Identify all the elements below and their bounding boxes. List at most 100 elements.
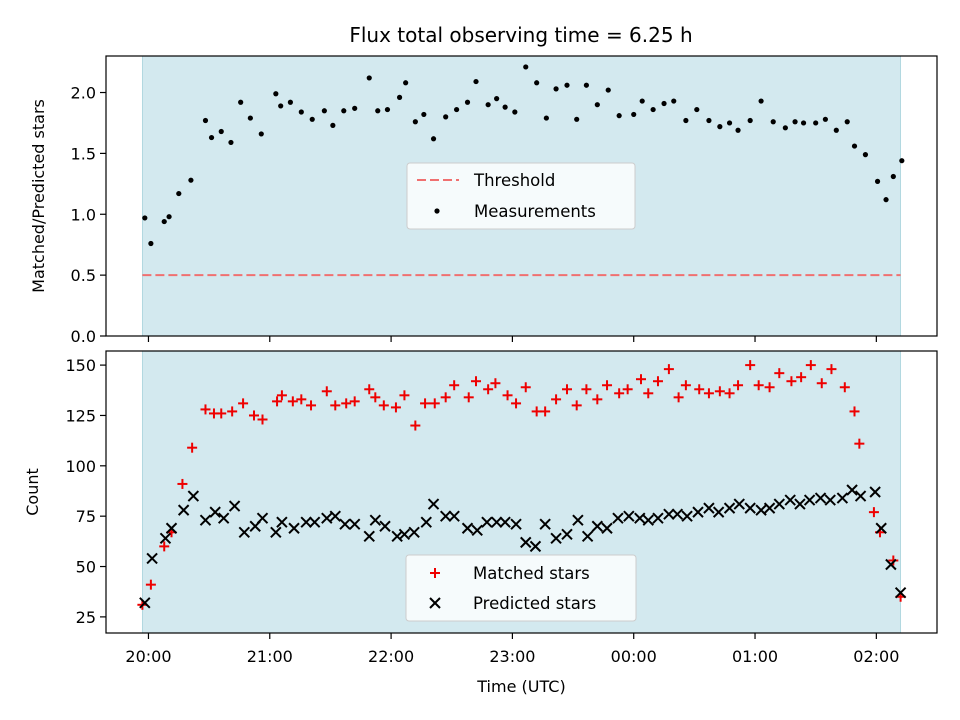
matched-star-point [471,376,482,387]
matched-star-point [287,396,298,407]
predicted-star-point [763,502,776,514]
predicted-star-point [369,514,382,526]
matched-star-point [390,402,401,413]
measurement-point [384,106,391,113]
bottom-y-tick-label: 150 [65,356,96,375]
bottom-panel: 25 50 75 100 125 150 20:00 21:00 22:00 23:00 00:0… [23,350,938,696]
measurement-point [473,78,479,85]
matched-star-point [420,398,431,409]
predicted-star-point [448,510,460,522]
measurement-points [142,64,905,247]
measurement-point [543,115,549,121]
predicted-star-point [490,516,503,528]
measurement-point [706,117,712,124]
predicted-star-point [803,494,816,506]
matched-star-point [561,384,572,395]
measurement-point [574,116,580,122]
x-tick-label: 00:00 [611,647,657,666]
measurement-point [862,152,869,158]
matched-star-point [643,388,654,399]
bottom-y-tick-label: 100 [65,457,96,476]
predicted-star-point [712,506,725,518]
predicted-star-point [348,518,361,530]
predicted-star-point [408,526,420,538]
measurement-point [694,106,700,113]
predicted-star-point [481,516,493,528]
measurement-point [142,215,148,221]
measurement-point [758,98,764,104]
measurement-point [770,119,776,125]
measurement-point [890,173,896,180]
bottom-legend-box [405,554,637,622]
matched-star-point [774,368,785,379]
predicted-star-point [550,532,562,545]
matched-star-point [724,388,735,399]
matched-star-point [745,360,756,371]
predicted-star-point [663,508,675,520]
bottom-y-axis: 25 50 75 100 125 150 [65,356,106,627]
chart-title: Flux total observing time = 6.25 h [349,23,692,47]
matched-star-point [276,390,287,401]
legend-predicted-label: Predicted stars [473,594,596,613]
matched-star-point [733,380,744,391]
matched-star-point [321,386,332,397]
measurement-point [396,94,403,100]
predicted-star-point [723,502,736,514]
predicted-star-point [854,490,867,502]
top-legend-box [406,162,636,230]
measurement-point [443,114,449,120]
predicted-star-point [591,520,604,532]
measurement-point [661,100,667,107]
matched-star-point [483,384,494,395]
top-y-tick-label: 1.0 [71,205,96,224]
x-tick-label: 02:00 [853,647,899,666]
predicted-star-point [228,500,241,512]
matched-star-point [429,398,440,409]
predicted-star-point [217,512,230,524]
predicted-star-point [329,510,341,522]
matched-star-point [257,414,268,425]
predicted-star-point [256,512,269,524]
matched-star-point [839,382,850,393]
measurement-point [747,117,753,124]
measurement-point [341,108,347,114]
measurement-point [202,117,209,124]
predicted-star-point [692,506,704,518]
matched-star-point [796,372,807,383]
matched-star-point [714,386,725,397]
matched-star-point [540,406,551,417]
measurement-point [176,190,182,197]
matched-star-point [449,380,460,391]
matched-star-point [370,392,381,403]
top-y-tick-label: 2.0 [71,84,96,103]
matched-star-point [520,382,531,393]
matched-star-point [187,442,198,453]
x-axis-label: Time (UTC) [476,677,565,696]
matched-star-point [511,398,522,409]
legend-threshold-label: Threshold [473,171,555,190]
measurement-point [412,119,418,125]
measurement-point [650,106,656,113]
predicted-star-point [894,587,907,599]
predicted-star-point [846,484,858,496]
top-panel: 0.00.51.01.52.0 Matched/Predicted stars … [29,55,938,346]
x-tick-label: 23:00 [489,647,535,666]
measurement-point [502,104,508,110]
measurement-point [430,136,437,142]
measurement-point [899,158,905,164]
predicted-star-point [642,514,654,526]
matched-star-point [200,404,211,415]
matched-star-point [592,394,603,405]
legend-predicted-swatch [429,597,441,609]
star-count-points [137,360,907,610]
top-y-axis: 0.0 0.5 1.0 1.5 2.0 [71,84,106,346]
measurement-point [166,214,172,220]
measurement-point [822,116,828,122]
predicted-star-point [885,558,897,571]
predicted-star-point [875,522,887,534]
measurement-point [639,98,645,104]
matched-star-point [145,579,156,590]
matched-star-point [786,376,797,387]
predicted-star-point [681,510,693,522]
predicted-star-point [794,498,806,510]
